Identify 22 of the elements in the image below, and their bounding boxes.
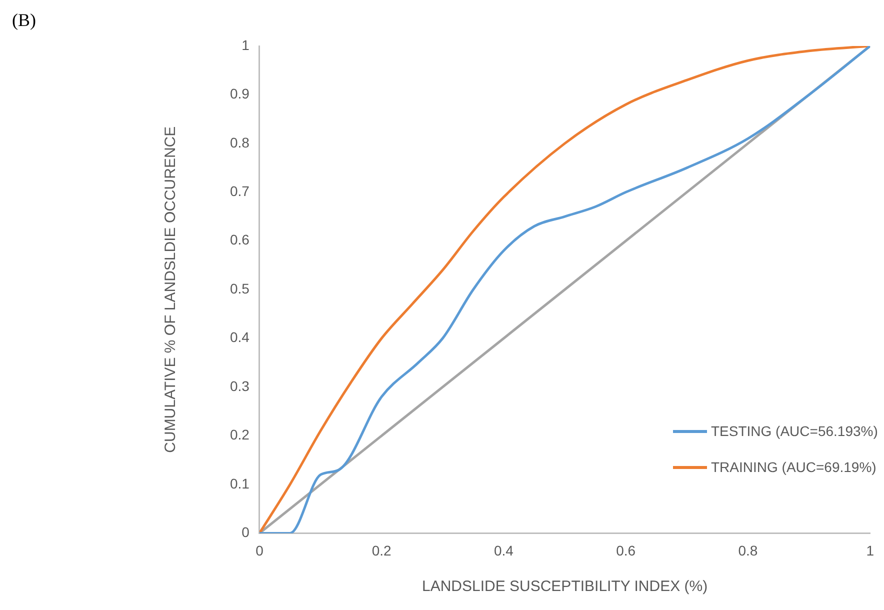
y-tick-label: 0.4 <box>230 329 250 346</box>
legend-label: TESTING (AUC=56.193%) <box>711 423 878 439</box>
y-axis-title: CUMULATIVE % OF LANDSLDIE OCCURENCE <box>162 126 180 453</box>
x-tick-label: 1 <box>866 542 874 558</box>
y-tick-label: 0 <box>242 524 250 540</box>
y-tick-label: 0.3 <box>230 378 250 394</box>
x-tick-label: 0.6 <box>616 542 636 558</box>
y-tick-label: 0.7 <box>230 183 250 200</box>
legend-label: TRAINING (AUC=69.19%) <box>711 459 876 475</box>
y-tick-label: 0.1 <box>230 475 250 492</box>
y-tick-label: 0.2 <box>230 426 250 443</box>
y-tick-label: 0.9 <box>230 86 250 102</box>
y-tick-label: 0.6 <box>230 232 250 248</box>
x-tick-label: 0.4 <box>494 542 514 558</box>
y-tick-label: 1 <box>242 36 250 53</box>
x-tick-label: 0.2 <box>372 542 392 558</box>
text: (B) <box>12 10 36 31</box>
y-tick-label: 0.5 <box>230 280 250 296</box>
x-axis-title: LANDSLIDE SUSCEPTIBILITY INDEX (%) <box>422 578 708 596</box>
x-tick-label: 0 <box>256 542 264 558</box>
x-tick-label: 0.8 <box>738 542 758 558</box>
y-tick-label: 0.8 <box>230 134 250 150</box>
